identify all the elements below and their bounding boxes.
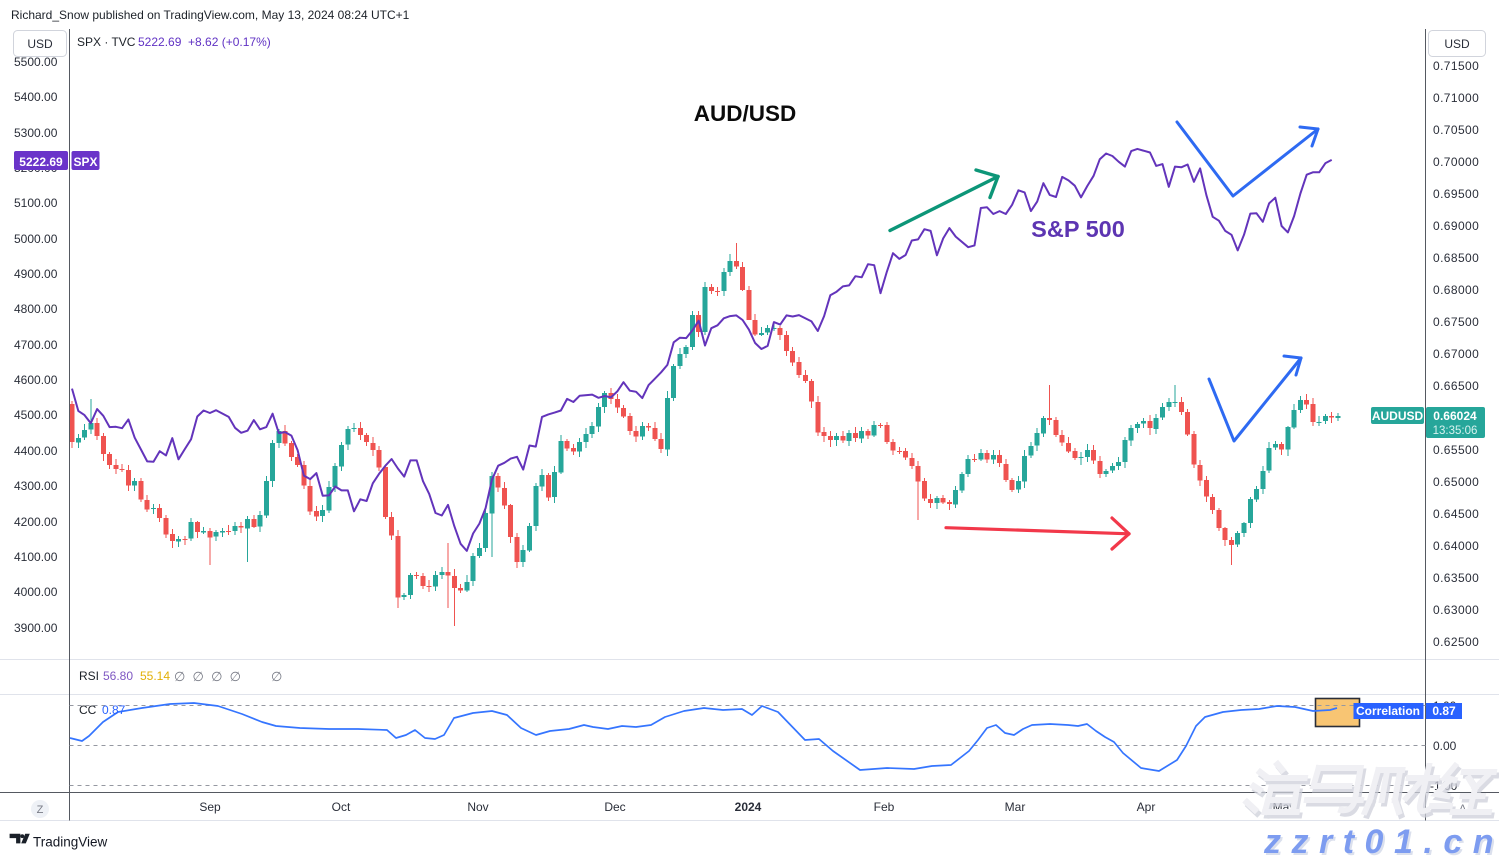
svg-text:0.70500: 0.70500 <box>1433 123 1479 137</box>
svg-text:4900.00: 4900.00 <box>14 267 58 281</box>
svg-text:zzrt01.cn: zzrt01.cn <box>1265 825 1499 857</box>
svg-text:Sep: Sep <box>199 800 221 814</box>
svg-text:Dec: Dec <box>604 800 625 814</box>
svg-text:0.67500: 0.67500 <box>1433 315 1479 329</box>
svg-text:∅ ∅ ∅ ∅: ∅ ∅ ∅ ∅ <box>174 669 241 684</box>
svg-text:0.87: 0.87 <box>102 703 126 717</box>
svg-text:0.62500: 0.62500 <box>1433 635 1479 649</box>
svg-text:Mar: Mar <box>1005 800 1026 814</box>
svg-text:4300.00: 4300.00 <box>14 479 58 493</box>
svg-text:4400.00: 4400.00 <box>14 444 58 458</box>
svg-text:CC: CC <box>79 703 97 717</box>
svg-text:Feb: Feb <box>874 800 895 814</box>
svg-text:2024: 2024 <box>735 800 762 814</box>
svg-text:Z: Z <box>37 804 44 816</box>
svg-text:5222.69: 5222.69 <box>19 155 63 169</box>
svg-text:4200.00: 4200.00 <box>14 515 58 529</box>
svg-text:0.65500: 0.65500 <box>1433 443 1479 457</box>
svg-text:5000.00: 5000.00 <box>14 232 58 246</box>
svg-text:0.66500: 0.66500 <box>1433 379 1479 393</box>
svg-text:Oct: Oct <box>332 800 351 814</box>
svg-text:0.69000: 0.69000 <box>1433 219 1479 233</box>
svg-text:13:35:06: 13:35:06 <box>1433 425 1478 437</box>
svg-text:USD: USD <box>27 37 53 51</box>
svg-text:0.67000: 0.67000 <box>1433 347 1479 361</box>
svg-text:5300.00: 5300.00 <box>14 126 58 140</box>
svg-text:5222.69 +8.62 (+0.17%): 5222.69 +8.62 (+0.17%) <box>138 35 271 49</box>
svg-text:0.64000: 0.64000 <box>1433 539 1479 553</box>
svg-text:0.00: 0.00 <box>1433 739 1457 753</box>
svg-text:Nov: Nov <box>467 800 488 814</box>
svg-text:0.68500: 0.68500 <box>1433 251 1479 265</box>
svg-text:TradingView: TradingView <box>33 835 108 850</box>
svg-text:0.66024: 0.66024 <box>1433 409 1477 423</box>
svg-text:5100.00: 5100.00 <box>14 196 58 210</box>
svg-text:SPX: SPX <box>73 155 97 169</box>
svg-text:AUDUSD: AUDUSD <box>1372 409 1424 423</box>
svg-text:0.87: 0.87 <box>1432 704 1456 718</box>
svg-text:4600.00: 4600.00 <box>14 373 58 387</box>
svg-text:Correlation: Correlation <box>1356 704 1420 718</box>
svg-text:4100.00: 4100.00 <box>14 550 58 564</box>
svg-text:5400.00: 5400.00 <box>14 90 58 104</box>
svg-text:0.63500: 0.63500 <box>1433 571 1479 585</box>
svg-text:zzrt01.cn: zzrt01.cn <box>1263 823 1499 857</box>
svg-text:0.68000: 0.68000 <box>1433 283 1479 297</box>
svg-text:5500.00: 5500.00 <box>14 55 58 69</box>
svg-text:4700.00: 4700.00 <box>14 338 58 352</box>
svg-text:SPX · TVC: SPX · TVC <box>77 35 136 49</box>
svg-text:0.63000: 0.63000 <box>1433 603 1479 617</box>
svg-text:56.80: 56.80 <box>103 669 133 683</box>
svg-text:3900.00: 3900.00 <box>14 621 58 635</box>
svg-text:0.70000: 0.70000 <box>1433 155 1479 169</box>
svg-text:0.64500: 0.64500 <box>1433 507 1479 521</box>
svg-text:0.69500: 0.69500 <box>1433 187 1479 201</box>
svg-text:Apr: Apr <box>1137 800 1156 814</box>
svg-text:4800.00: 4800.00 <box>14 302 58 316</box>
svg-text:USD: USD <box>1444 37 1470 51</box>
svg-text:0.65000: 0.65000 <box>1433 475 1479 489</box>
svg-text:4500.00: 4500.00 <box>14 408 58 422</box>
svg-text:0.71000: 0.71000 <box>1433 91 1479 105</box>
svg-text:55.14: 55.14 <box>140 669 170 683</box>
svg-text:4000.00: 4000.00 <box>14 585 58 599</box>
svg-text:∅: ∅ <box>271 669 282 684</box>
svg-text:0.71500: 0.71500 <box>1433 59 1479 73</box>
svg-text:RSI: RSI <box>79 669 99 683</box>
svg-text:AUD/USD: AUD/USD <box>694 101 797 126</box>
svg-text:S&P 500: S&P 500 <box>1031 216 1125 242</box>
svg-text:Richard_Snow published on Trad: Richard_Snow published on TradingView.co… <box>11 8 410 22</box>
